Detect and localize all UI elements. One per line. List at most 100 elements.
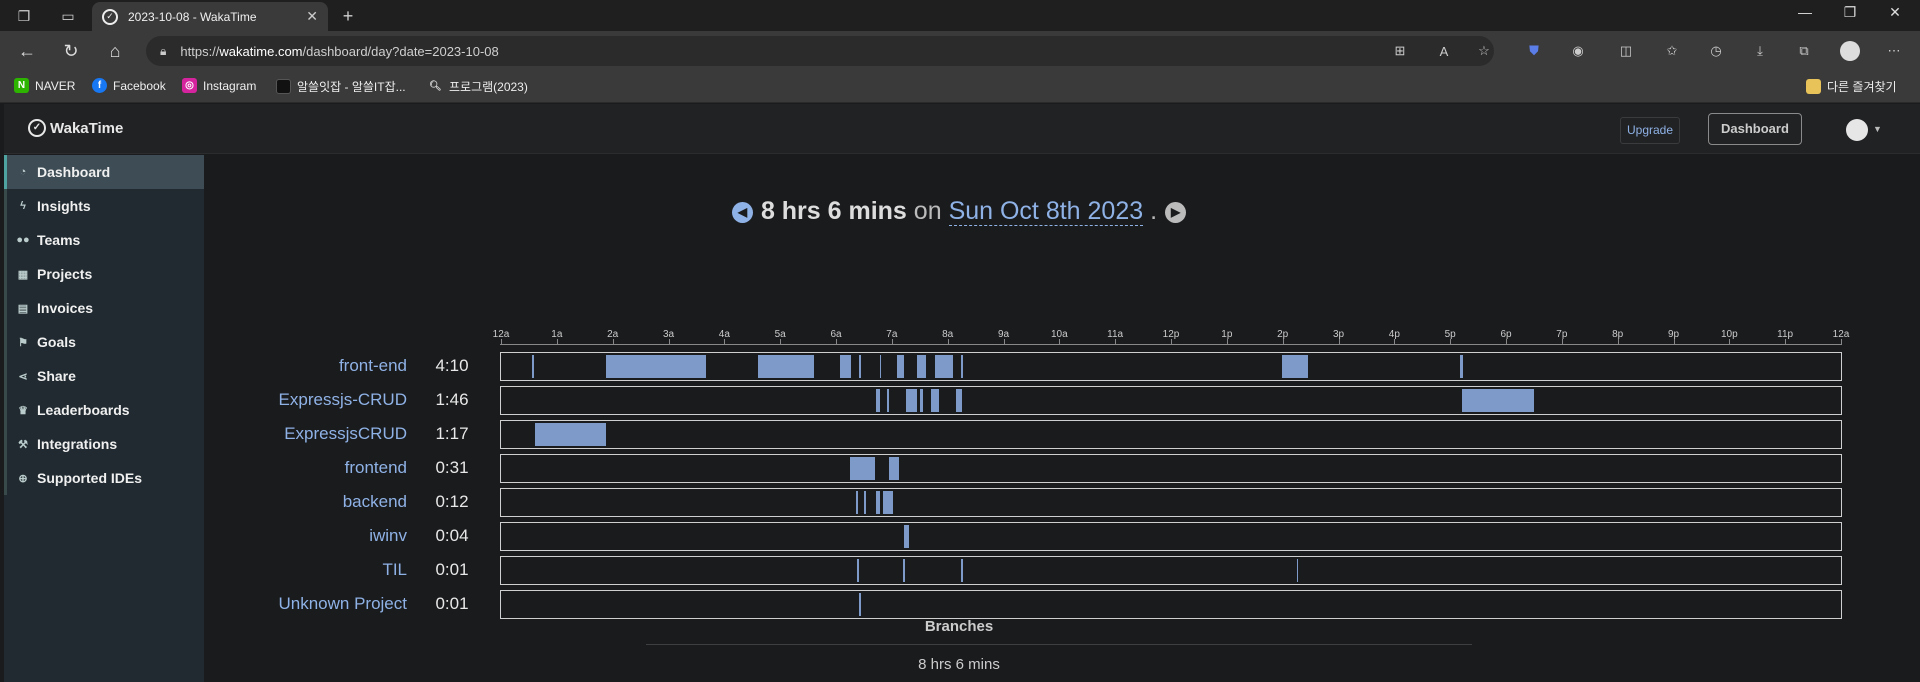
next-day-icon[interactable]: ▶ xyxy=(1165,202,1187,223)
restore-icon[interactable]: ❐ xyxy=(1843,4,1857,20)
activity-segment[interactable] xyxy=(863,491,867,514)
activity-segment[interactable] xyxy=(1296,559,1299,582)
read-aloud-icon[interactable]: A xyxy=(1439,43,1449,59)
activity-segment[interactable] xyxy=(935,355,954,378)
bookmark-alsseul[interactable]: 알쓸잇잡 - 알쓸IT잡... xyxy=(276,78,406,95)
sidebar-item-projects[interactable]: ▦ Projects xyxy=(4,257,204,291)
other-bookmarks[interactable]: 다른 즐겨찾기 xyxy=(1806,78,1897,95)
project-link[interactable]: front-end xyxy=(338,356,407,375)
project-link[interactable]: iwinv xyxy=(369,526,407,545)
sidebar-item-invoices[interactable]: ▤ Invoices xyxy=(4,291,204,325)
sidebar-item-teams[interactable]: ●● Teams xyxy=(4,223,204,257)
more-menu-icon[interactable]: ⋯ xyxy=(1887,43,1901,58)
project-time: 0:01 xyxy=(435,594,469,613)
extensions-icon[interactable]: ⧉ xyxy=(1799,43,1809,58)
activity-segment[interactable] xyxy=(532,355,535,378)
project-link[interactable]: backend xyxy=(342,492,407,511)
user-avatar[interactable] xyxy=(1846,119,1868,141)
activity-segment[interactable] xyxy=(876,491,880,514)
app-available-icon[interactable]: ⊞ xyxy=(1394,43,1406,58)
bitwarden-shield-icon[interactable]: ⛊ xyxy=(1529,43,1539,58)
activity-segment[interactable] xyxy=(840,355,851,378)
activity-segment[interactable] xyxy=(605,355,707,378)
activity-segment[interactable] xyxy=(961,559,963,582)
project-link[interactable]: ExpressjsCRUD xyxy=(284,424,407,443)
activity-segment[interactable] xyxy=(889,457,899,480)
close-window-icon[interactable]: ✕ xyxy=(1889,4,1901,20)
project-track xyxy=(500,590,1842,619)
activity-segment[interactable] xyxy=(534,423,606,446)
activity-segment[interactable] xyxy=(859,593,862,616)
branches-divider xyxy=(646,644,1472,645)
refresh-icon[interactable]: ↻ xyxy=(63,40,79,61)
activity-segment[interactable] xyxy=(897,355,905,378)
project-time: 4:10 xyxy=(435,356,469,375)
favorite-star-icon[interactable]: ☆ xyxy=(1478,43,1490,58)
minimize-icon[interactable]: — xyxy=(1798,4,1812,20)
lock-icon[interactable]: 🔒︎ xyxy=(160,43,167,58)
address-bar[interactable]: 🔒︎ https://wakatime.com/dashboard/day?da… xyxy=(146,36,1494,66)
profile-avatar[interactable] xyxy=(1840,41,1860,61)
activity-segment[interactable] xyxy=(883,491,893,514)
activity-segment[interactable] xyxy=(879,355,882,378)
workspaces-icon[interactable]: ❐ xyxy=(17,7,31,24)
home-icon[interactable]: ⌂ xyxy=(109,40,121,61)
bookmark-program[interactable]: 🔍︎ 프로그램(2023) xyxy=(429,80,528,94)
activity-segment[interactable] xyxy=(903,559,905,582)
activity-segment[interactable] xyxy=(757,355,814,378)
sidebar-item-label: Projects xyxy=(37,266,93,282)
sidebar-item-integrations[interactable]: ⚒ Integrations xyxy=(4,427,204,461)
close-tab-icon[interactable]: ✕ xyxy=(306,8,318,24)
hour-tick xyxy=(1115,339,1117,345)
sidebar-item-insights[interactable]: ϟ Insights xyxy=(4,189,204,223)
activity-segment[interactable] xyxy=(855,491,859,514)
activity-segment[interactable] xyxy=(961,355,964,378)
sidebar-item-goals[interactable]: ⚑ Goals xyxy=(4,325,204,359)
activity-segment[interactable] xyxy=(1281,355,1309,378)
caret-down-icon[interactable]: ▼ xyxy=(1873,124,1882,134)
history-icon[interactable]: ◷ xyxy=(1710,43,1722,58)
project-link[interactable]: Expressjs-CRUD xyxy=(278,390,407,409)
activity-segment[interactable] xyxy=(904,525,909,548)
activity-segment[interactable] xyxy=(916,355,927,378)
activity-segment[interactable] xyxy=(876,389,880,412)
sidebar-item-label: Supported IDEs xyxy=(37,470,143,486)
browser-toolbar: ← ↻ ⌂ 🔒︎ https://wakatime.com/dashboard/… xyxy=(0,31,1920,71)
dashboard-button[interactable]: Dashboard xyxy=(1708,113,1802,145)
activity-segment[interactable] xyxy=(919,389,923,412)
split-screen-icon[interactable]: ◫ xyxy=(1619,43,1633,58)
sidebar-item-dashboard[interactable]: ◔ Dashboard xyxy=(4,155,204,189)
previous-day-icon[interactable]: ◀ xyxy=(731,202,753,223)
activity-segment[interactable] xyxy=(1462,389,1534,412)
activity-segment[interactable] xyxy=(859,355,862,378)
bookmark-instagram[interactable]: ◎ Instagram xyxy=(182,78,256,93)
hour-label: 4p xyxy=(1388,329,1400,340)
new-tab-icon[interactable]: + xyxy=(342,5,354,26)
project-link[interactable]: frontend xyxy=(344,458,407,477)
favorites-icon[interactable]: ✩ xyxy=(1666,43,1678,58)
downloads-icon[interactable]: ⤓ xyxy=(1757,43,1763,58)
activity-segment[interactable] xyxy=(1460,355,1463,378)
extension-icon[interactable]: ◉ xyxy=(1572,43,1584,58)
back-icon[interactable]: ← xyxy=(18,40,36,61)
flag-icon: ⚑ xyxy=(18,336,28,349)
activity-segment[interactable] xyxy=(849,457,876,480)
sidebar-item-supported-ides[interactable]: ⊕ Supported IDEs xyxy=(4,461,204,495)
project-link[interactable]: TIL xyxy=(382,560,407,579)
project-link[interactable]: Unknown Project xyxy=(278,594,407,613)
tab-actions-icon[interactable]: ▭ xyxy=(61,7,75,24)
sidebar-item-share[interactable]: ⋖ Share xyxy=(4,359,204,393)
activity-segment[interactable] xyxy=(905,389,917,412)
activity-segment[interactable] xyxy=(857,559,859,582)
activity-segment[interactable] xyxy=(887,389,890,412)
url-text[interactable]: https://wakatime.com/dashboard/day?date=… xyxy=(180,43,499,59)
bookmark-naver[interactable]: N NAVER xyxy=(14,78,75,93)
browser-tab-active[interactable]: ✓ 2023-10-08 - WakaTime ✕ xyxy=(92,2,328,31)
activity-segment[interactable] xyxy=(956,389,962,412)
sidebar-item-leaderboards[interactable]: ♛ Leaderboards xyxy=(4,393,204,427)
brand[interactable]: ✓ WakaTime xyxy=(28,119,123,137)
date-picker[interactable]: Sun Oct 8th 2023 xyxy=(948,197,1144,226)
activity-segment[interactable] xyxy=(930,389,940,412)
bookmark-facebook[interactable]: f Facebook xyxy=(92,78,166,93)
upgrade-button[interactable]: Upgrade xyxy=(1620,117,1681,144)
